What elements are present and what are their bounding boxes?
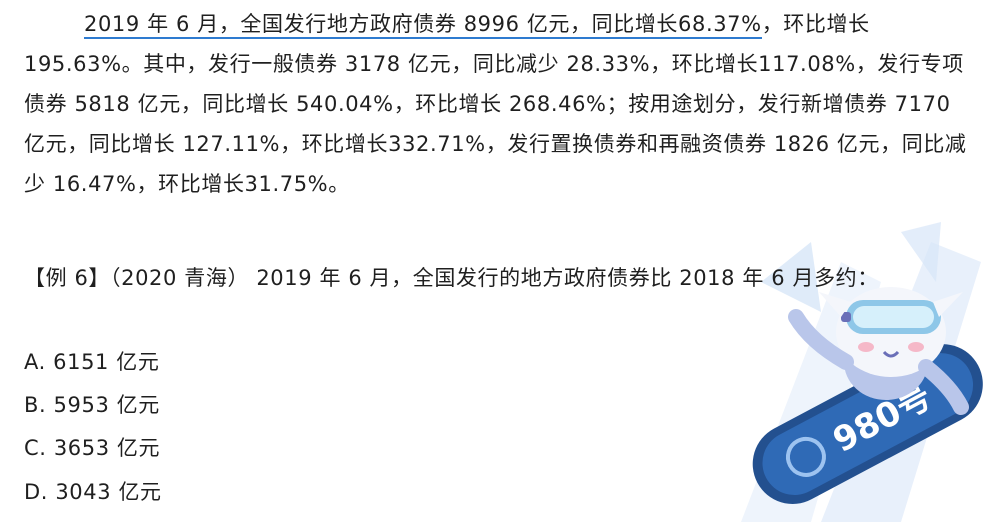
passage-first-sentence-underlined: 2019 年 6 月，全国发行地方政府债券 8996 亿元，同比增长68.37% xyxy=(84,12,762,39)
option-d: D. 3043 亿元 xyxy=(24,480,162,504)
option-a: A. 6151 亿元 xyxy=(24,350,160,374)
question-stem: 【例 6】（2020 青海） 2019 年 6 月，全国发行的地方政府债券比 2… xyxy=(24,266,879,290)
mascot-badge: 980号 xyxy=(827,376,938,461)
option-b: B. 5953 亿元 xyxy=(24,393,160,417)
option-c: C. 3653 亿元 xyxy=(24,436,161,460)
passage-rest: ，环比增长 195.63%。其中，发行一般债券 3178 亿元，同比减少 28.… xyxy=(24,12,967,196)
passage-paragraph: 2019 年 6 月，全国发行地方政府债券 8996 亿元，同比增长68.37%… xyxy=(24,4,979,204)
